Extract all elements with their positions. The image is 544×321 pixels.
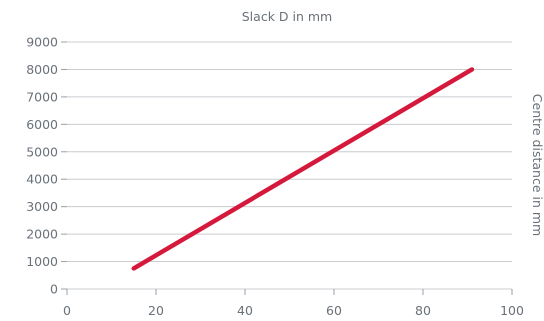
x-tick-labels: 0 20 40 60 80 100 xyxy=(63,303,524,318)
y-tick-label: 2000 xyxy=(26,227,58,242)
series-layer xyxy=(131,67,475,271)
x-tick-label: 100 xyxy=(500,303,524,318)
y-tick-label: 9000 xyxy=(26,35,58,50)
x-tick-label: 20 xyxy=(148,303,164,318)
y-tick-label: 3000 xyxy=(26,199,58,214)
grid-lines xyxy=(61,41,513,295)
y-tick-label: 0 xyxy=(50,282,58,297)
x-tick-label: 80 xyxy=(415,303,431,318)
chart-title: Slack D in mm xyxy=(242,9,332,24)
y-tick-label: 6000 xyxy=(26,117,58,132)
x-tick-label: 0 xyxy=(63,303,71,318)
y-tick-labels: 0 1000 2000 3000 4000 5000 6000 7000 8000 9000 xyxy=(26,35,58,297)
y-tick-label: 8000 xyxy=(26,62,58,77)
y-tick-label: 4000 xyxy=(26,172,58,187)
x-tick-label: 40 xyxy=(237,303,253,318)
series-line xyxy=(131,67,475,271)
x-tick-label: 60 xyxy=(326,303,342,318)
y-tick-label: 1000 xyxy=(26,254,58,269)
y-tick-label: 5000 xyxy=(26,144,58,159)
y-tick-label: 7000 xyxy=(26,89,58,104)
y-axis-label: Centre distance in mm xyxy=(530,94,544,236)
